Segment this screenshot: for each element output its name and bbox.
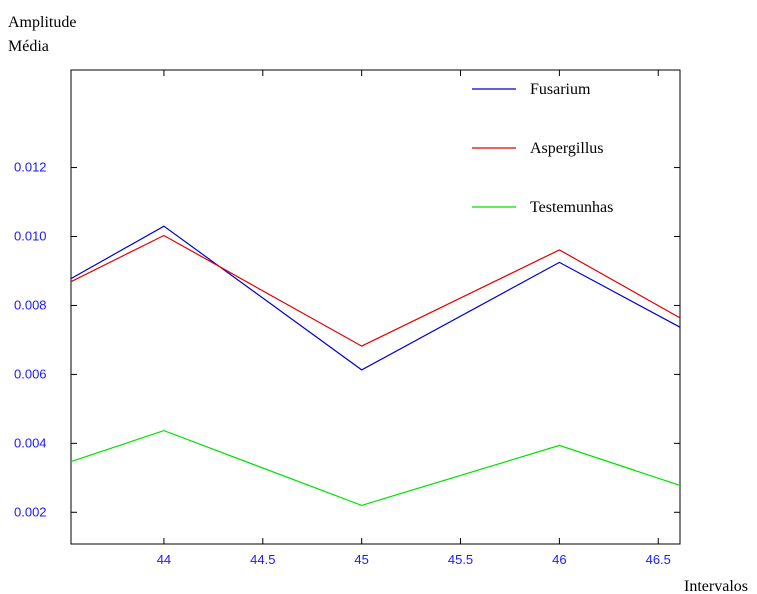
y-tick-label: 0.012 (14, 160, 47, 175)
y-axis-title: Amplitude Média (8, 14, 76, 55)
x-tick-label: 46.5 (646, 552, 671, 567)
y-tick-label: 0.004 (14, 435, 47, 450)
legend-label-aspergillus: Aspergillus (530, 140, 603, 157)
legend-label-testemunhas: Testemunhas (530, 199, 613, 216)
plot-frame (70, 69, 681, 545)
series-line-fusarium (70, 225, 681, 371)
y-tick-label: 0.010 (14, 229, 47, 244)
x-axis-title: Intervalos (684, 578, 748, 594)
x-tick-label: 44.5 (250, 552, 275, 567)
y-ticks: 0.002 0.004 0.006 0.008 0.010 0.012 (14, 160, 680, 519)
x-tick-label: 45 (354, 552, 368, 567)
y-tick-label: 0.002 (14, 504, 47, 519)
x-tick-label: 45.5 (448, 552, 473, 567)
series-line-testemunhas (70, 429, 681, 507)
y-axis-title-line-1: Amplitude (8, 14, 76, 31)
y-tick-label: 0.008 (14, 297, 47, 312)
legend: Fusarium Aspergillus Testemunhas (472, 81, 613, 216)
y-axis-title-line-2: Média (8, 38, 49, 55)
legend-label-fusarium: Fusarium (530, 81, 591, 98)
x-tick-label: 46 (552, 552, 566, 567)
y-tick-label: 0.006 (14, 366, 47, 381)
series-line-aspergillus (70, 234, 681, 347)
series-lines (70, 225, 681, 507)
x-tick-label: 44 (157, 552, 171, 567)
x-ticks: 44 44.5 45 45.5 46 46.5 (157, 70, 671, 567)
